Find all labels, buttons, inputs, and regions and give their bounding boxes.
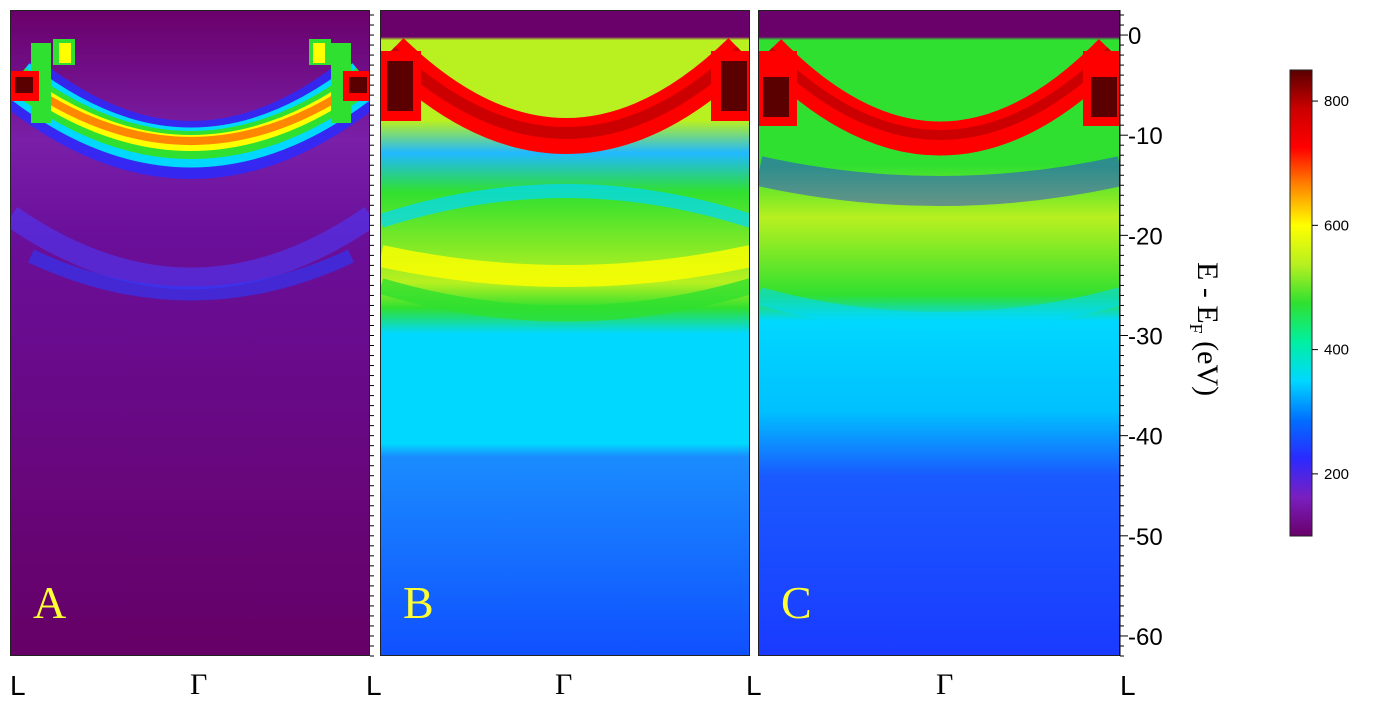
energy-axis-label: E - EF (eV) bbox=[1186, 262, 1224, 396]
energy-tick-label: 0 bbox=[1128, 23, 1141, 50]
x-tick-label: Γ bbox=[936, 668, 954, 701]
x-tick-label: Γ bbox=[555, 668, 573, 701]
energy-tick-label: -50 bbox=[1128, 524, 1163, 551]
colorbar-scale bbox=[1289, 69, 1313, 537]
colorbar-tick-label: 200 bbox=[1324, 466, 1349, 483]
colorbar-tick-label: 400 bbox=[1324, 342, 1349, 359]
x-tick-label: L bbox=[366, 670, 382, 701]
energy-tick-label: -10 bbox=[1128, 123, 1163, 150]
colorbar-tick-label: 600 bbox=[1324, 217, 1349, 234]
colorbar-tick-label: 800 bbox=[1324, 93, 1349, 110]
panel-a: A bbox=[10, 10, 370, 656]
energy-tick-label: -40 bbox=[1128, 424, 1163, 451]
panel-c: C bbox=[758, 10, 1120, 656]
x-tick-label: L bbox=[1120, 670, 1136, 701]
panel-b: B bbox=[380, 10, 750, 656]
heatmap-b bbox=[381, 11, 749, 655]
x-tick-label: Γ bbox=[190, 668, 208, 701]
energy-tick-label: -20 bbox=[1128, 223, 1163, 250]
panel-label-a: A bbox=[33, 577, 67, 628]
heatmap-a bbox=[11, 11, 369, 655]
heatmap-c bbox=[759, 11, 1119, 655]
energy-tick-label: -30 bbox=[1128, 324, 1163, 351]
panel-label-b: B bbox=[403, 577, 434, 628]
x-tick-label: L bbox=[746, 670, 762, 701]
x-tick-label: L bbox=[10, 670, 26, 701]
panel-label-c: C bbox=[781, 577, 812, 628]
energy-tick-label: -60 bbox=[1128, 624, 1163, 651]
